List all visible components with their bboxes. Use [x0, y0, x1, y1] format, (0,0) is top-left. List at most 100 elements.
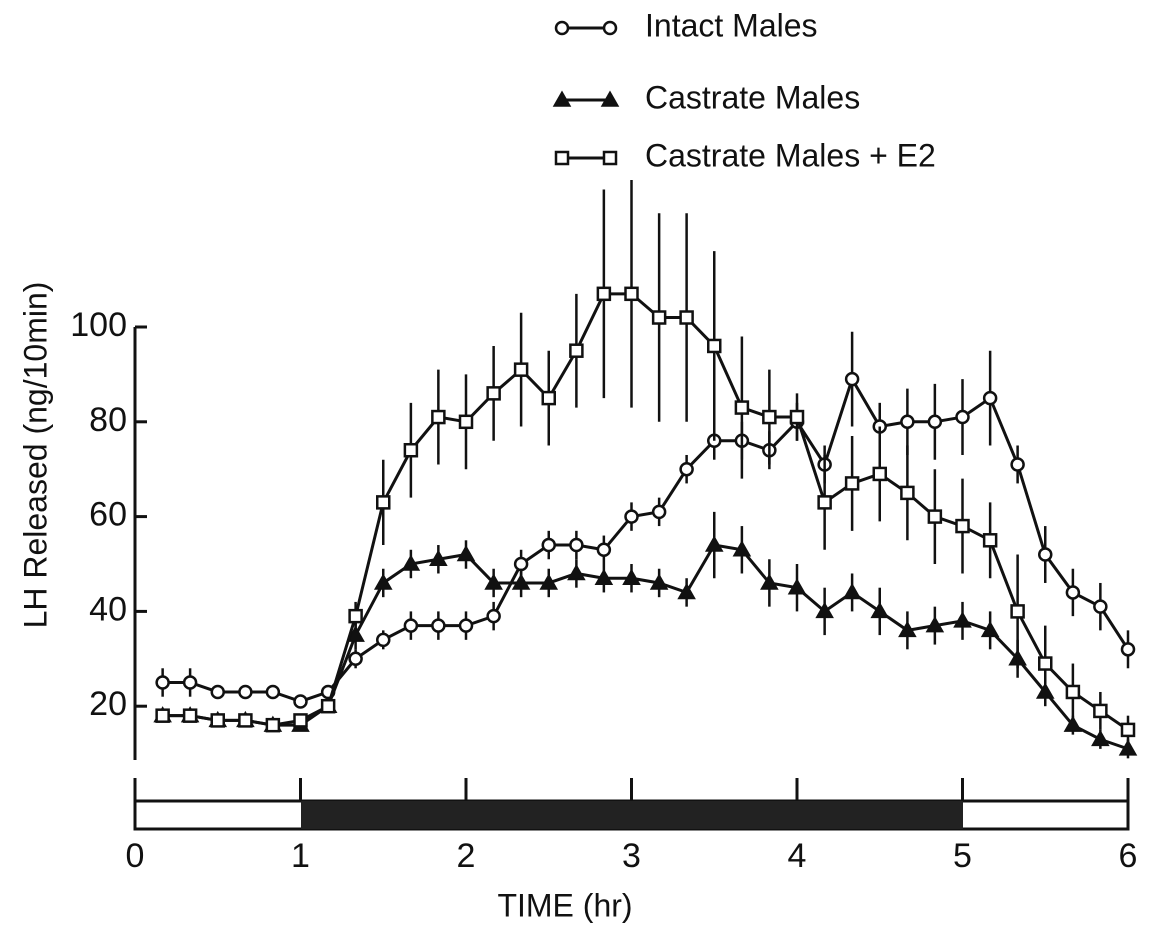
legend-label: Intact Males — [645, 7, 818, 43]
data-point — [900, 485, 915, 501]
data-point — [980, 620, 1000, 638]
data-point — [456, 545, 476, 562]
legend-marker — [602, 150, 618, 166]
data-point — [458, 618, 474, 633]
y-tick-label: 40 — [89, 590, 127, 628]
data-point — [679, 461, 694, 477]
data-point — [541, 390, 556, 406]
data-point — [155, 675, 170, 690]
data-point — [541, 537, 556, 553]
y-tick-label: 80 — [89, 401, 127, 439]
data-point — [320, 698, 336, 714]
legend-marker — [554, 150, 570, 166]
data-point — [486, 608, 501, 624]
data-point — [704, 535, 724, 552]
data-point — [900, 414, 915, 430]
data-point — [539, 573, 559, 590]
data-point — [594, 568, 614, 585]
data-point — [707, 338, 722, 354]
data-point — [569, 343, 584, 358]
data-point — [265, 684, 281, 700]
data-point — [679, 310, 694, 325]
y-tick-label: 100 — [70, 306, 127, 344]
series-line — [162, 292, 1129, 732]
data-point — [651, 310, 667, 325]
data-point — [817, 495, 832, 510]
data-point — [1065, 684, 1081, 700]
data-point — [898, 620, 917, 638]
legend-marker — [554, 20, 570, 36]
data-point — [762, 409, 777, 425]
data-point — [927, 509, 943, 524]
data-point — [210, 684, 225, 700]
data-point — [955, 518, 970, 534]
data-point — [155, 708, 170, 723]
data-point — [844, 476, 860, 491]
data-point — [624, 286, 639, 302]
data-point — [596, 286, 612, 302]
data-point — [1120, 722, 1136, 738]
legend-label: Castrate Males — [645, 79, 860, 115]
y-tick-label: 60 — [89, 496, 127, 534]
data-point — [734, 400, 750, 415]
legend-marker — [602, 20, 618, 36]
data-point — [732, 540, 752, 557]
data-point — [842, 582, 862, 600]
data-point — [182, 708, 198, 723]
data-point — [1010, 457, 1025, 472]
legend-label: Castrate Males + E2 — [645, 137, 936, 173]
data-point — [982, 533, 998, 548]
data-point — [844, 371, 860, 387]
data-point — [403, 442, 419, 458]
data-point — [513, 362, 529, 377]
x-tick-label: 1 — [291, 837, 310, 875]
data-point — [265, 717, 281, 733]
legend-marker — [552, 90, 572, 107]
data-point — [376, 632, 391, 648]
data-point — [1038, 656, 1053, 671]
data-point — [293, 713, 308, 728]
data-point — [1093, 599, 1108, 614]
data-point — [1118, 739, 1138, 756]
data-point — [484, 573, 503, 590]
x-tick-label: 4 — [788, 837, 807, 875]
data-point — [429, 549, 448, 567]
data-point — [567, 563, 586, 581]
data-point — [373, 573, 393, 590]
data-point — [677, 582, 696, 600]
data-point — [238, 713, 253, 728]
data-point — [789, 409, 805, 425]
data-point — [348, 608, 363, 624]
data-point — [649, 573, 669, 590]
data-point — [431, 409, 446, 425]
data-point — [1120, 642, 1136, 657]
data-point — [1091, 729, 1110, 747]
data-point — [293, 694, 308, 709]
x-tick-label: 2 — [457, 837, 476, 875]
data-point — [870, 601, 890, 619]
data-point — [210, 713, 225, 728]
data-point — [925, 616, 945, 633]
data-point — [953, 611, 972, 628]
data-point — [182, 675, 198, 690]
data-point — [787, 578, 807, 595]
data-point — [513, 556, 529, 572]
data-point — [1065, 585, 1081, 600]
data-point — [431, 618, 446, 633]
data-point — [651, 504, 667, 520]
data-point — [403, 618, 419, 633]
data-point — [760, 573, 779, 590]
data-point — [376, 495, 391, 510]
data-point — [1010, 604, 1025, 619]
x-axis-label: TIME (hr) — [497, 887, 632, 923]
data-point — [624, 509, 639, 524]
legend-marker — [600, 90, 620, 107]
data-point — [1093, 703, 1108, 719]
data-point — [348, 651, 363, 667]
x-tick-label: 6 — [1119, 837, 1138, 875]
x-tick-label: 5 — [953, 837, 972, 875]
data-point — [927, 414, 943, 430]
data-point — [596, 542, 612, 558]
data-point — [1063, 715, 1083, 732]
